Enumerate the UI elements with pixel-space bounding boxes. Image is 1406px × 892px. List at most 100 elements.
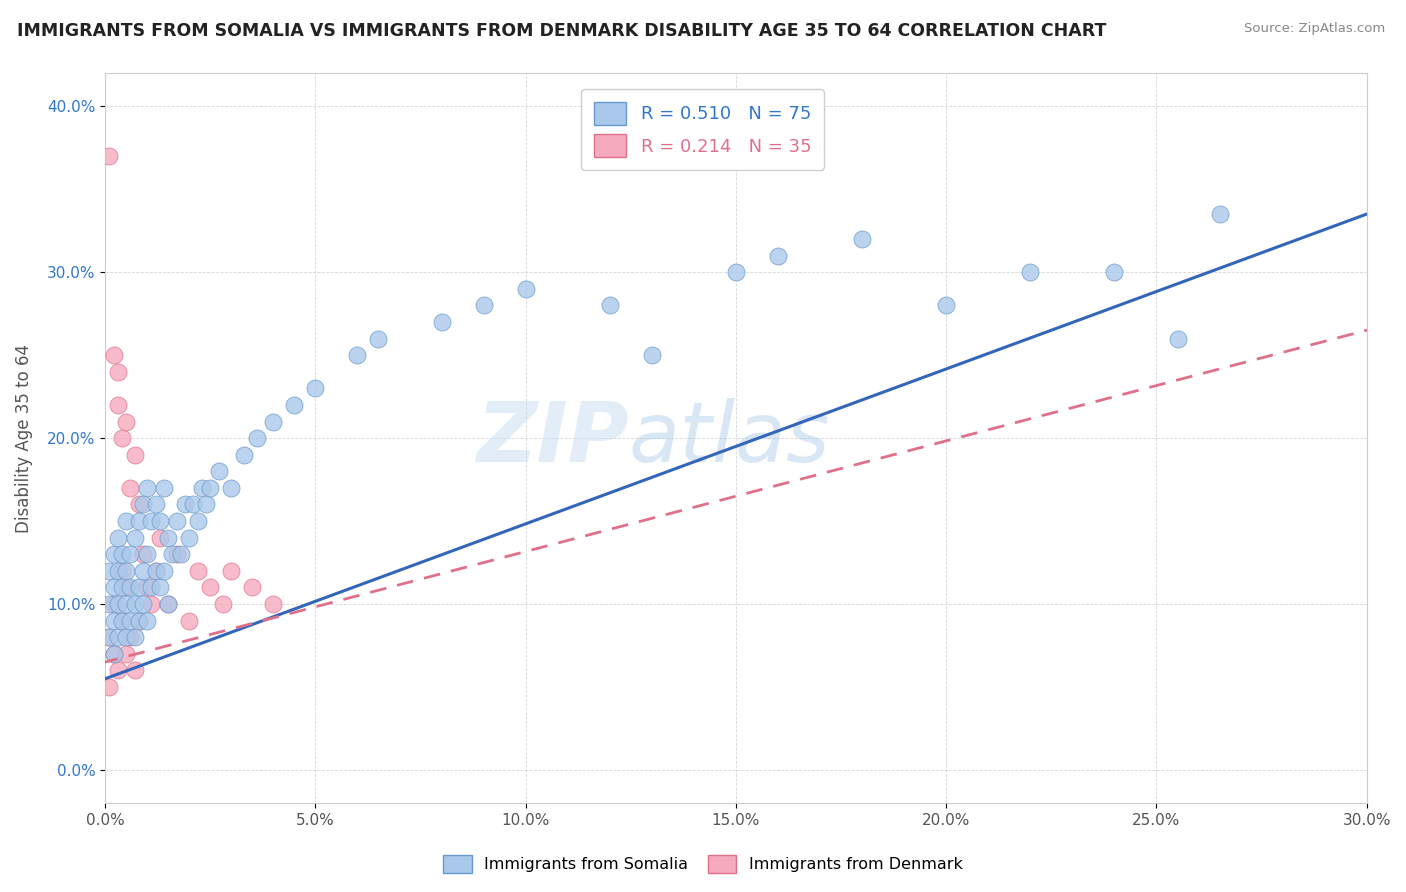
Point xyxy=(472,298,495,312)
Point xyxy=(157,597,180,611)
Point xyxy=(115,415,138,429)
Text: ZIP: ZIP xyxy=(477,398,628,479)
Point xyxy=(166,514,188,528)
Point xyxy=(179,531,201,545)
Point xyxy=(111,614,134,628)
Point xyxy=(136,614,159,628)
Point xyxy=(262,415,284,429)
Point xyxy=(149,514,172,528)
Point xyxy=(141,581,163,595)
Point xyxy=(1166,332,1188,346)
Point xyxy=(641,348,664,362)
Point xyxy=(346,348,368,362)
Point xyxy=(145,564,167,578)
Point xyxy=(262,597,284,611)
Point xyxy=(149,531,172,545)
Point xyxy=(245,431,267,445)
Point xyxy=(103,647,125,661)
Point xyxy=(103,348,125,362)
Point xyxy=(98,564,121,578)
Point xyxy=(120,614,142,628)
Point xyxy=(98,630,121,644)
Point xyxy=(200,581,222,595)
Point xyxy=(107,597,129,611)
Point xyxy=(599,298,621,312)
Point xyxy=(103,547,125,561)
Point xyxy=(145,498,167,512)
Point xyxy=(107,531,129,545)
Point xyxy=(115,647,138,661)
Point xyxy=(157,531,180,545)
Point xyxy=(107,664,129,678)
Point xyxy=(187,514,209,528)
Point xyxy=(136,481,159,495)
Point xyxy=(120,581,142,595)
Point xyxy=(212,597,235,611)
Point xyxy=(232,448,254,462)
Point xyxy=(430,315,453,329)
Point xyxy=(132,498,155,512)
Point xyxy=(103,597,125,611)
Point xyxy=(157,597,180,611)
Legend: Immigrants from Somalia, Immigrants from Denmark: Immigrants from Somalia, Immigrants from… xyxy=(436,848,970,880)
Point xyxy=(132,547,155,561)
Point xyxy=(107,564,129,578)
Point xyxy=(111,614,134,628)
Point xyxy=(124,531,146,545)
Point xyxy=(935,298,957,312)
Point xyxy=(141,514,163,528)
Point xyxy=(187,564,209,578)
Point xyxy=(111,547,134,561)
Text: Source: ZipAtlas.com: Source: ZipAtlas.com xyxy=(1244,22,1385,36)
Point xyxy=(208,464,231,478)
Point xyxy=(153,481,176,495)
Point xyxy=(115,564,138,578)
Point xyxy=(111,581,134,595)
Point xyxy=(128,614,150,628)
Point xyxy=(1208,207,1230,221)
Point xyxy=(124,664,146,678)
Text: IMMIGRANTS FROM SOMALIA VS IMMIGRANTS FROM DENMARK DISABILITY AGE 35 TO 64 CORRE: IMMIGRANTS FROM SOMALIA VS IMMIGRANTS FR… xyxy=(17,22,1107,40)
Point xyxy=(120,630,142,644)
Point xyxy=(136,581,159,595)
Point xyxy=(107,630,129,644)
Point xyxy=(170,547,193,561)
Point xyxy=(98,149,121,163)
Text: atlas: atlas xyxy=(628,398,831,479)
Point xyxy=(124,597,146,611)
Point xyxy=(149,581,172,595)
Point xyxy=(111,564,134,578)
Point xyxy=(115,630,138,644)
Point xyxy=(153,564,176,578)
Point xyxy=(120,481,142,495)
Point xyxy=(240,581,263,595)
Point xyxy=(128,614,150,628)
Point xyxy=(124,630,146,644)
Point xyxy=(132,597,155,611)
Point xyxy=(98,597,121,611)
Point xyxy=(145,564,167,578)
Point xyxy=(98,680,121,694)
Point xyxy=(283,398,305,412)
Legend: R = 0.510   N = 75, R = 0.214   N = 35: R = 0.510 N = 75, R = 0.214 N = 35 xyxy=(581,89,824,170)
Point xyxy=(724,265,747,279)
Point xyxy=(128,581,150,595)
Point xyxy=(367,332,389,346)
Point xyxy=(219,481,242,495)
Point xyxy=(183,498,205,512)
Point xyxy=(111,431,134,445)
Point xyxy=(219,564,242,578)
Point xyxy=(107,398,129,412)
Point xyxy=(115,514,138,528)
Point xyxy=(1104,265,1126,279)
Point xyxy=(1019,265,1042,279)
Point xyxy=(195,498,218,512)
Point xyxy=(162,547,184,561)
Point xyxy=(128,498,150,512)
Point xyxy=(166,547,188,561)
Point xyxy=(136,547,159,561)
Point xyxy=(103,614,125,628)
Point xyxy=(141,597,163,611)
Point xyxy=(174,498,197,512)
Point xyxy=(107,365,129,379)
